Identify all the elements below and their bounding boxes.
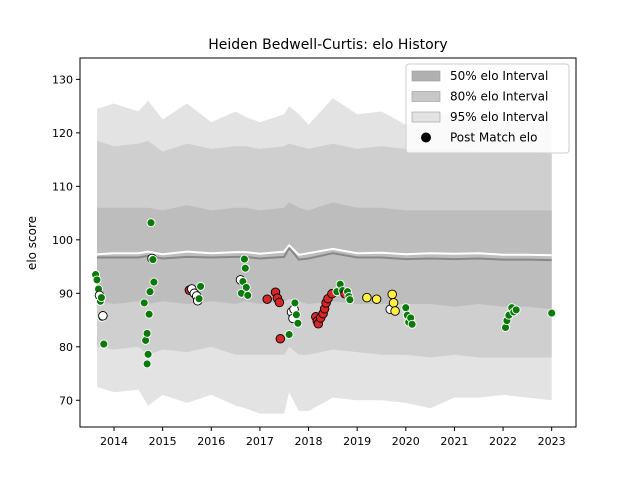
data-point <box>148 255 158 265</box>
y-tick-label: 130 <box>52 73 73 86</box>
legend-label: 50% elo Interval <box>450 69 548 83</box>
data-point <box>388 298 399 308</box>
x-tick-label: 2022 <box>489 435 517 448</box>
data-point <box>262 294 272 304</box>
y-tick-label: 100 <box>52 234 73 247</box>
data-point <box>371 294 382 304</box>
x-tick-label: 2020 <box>392 435 420 448</box>
data-point <box>142 359 152 369</box>
data-point <box>407 319 417 329</box>
mean-line <box>96 243 552 257</box>
x-tick-label: 2019 <box>343 435 371 448</box>
y-tick-label: 110 <box>52 180 73 193</box>
data-point <box>99 339 109 349</box>
data-point <box>196 281 206 291</box>
legend-label: 95% elo Interval <box>450 110 548 124</box>
data-point <box>293 318 303 328</box>
data-point <box>345 295 355 305</box>
post-match-points <box>91 218 557 369</box>
data-point <box>142 328 152 338</box>
median-line <box>97 246 552 262</box>
data-point <box>387 289 397 300</box>
data-point <box>275 334 286 344</box>
legend-swatch <box>411 111 441 123</box>
data-point <box>96 293 106 303</box>
data-point <box>291 310 301 320</box>
data-point <box>547 308 557 318</box>
data-point <box>143 349 153 359</box>
x-tick-label: 2023 <box>538 435 566 448</box>
data-point <box>401 303 411 313</box>
data-point <box>284 330 294 339</box>
data-point <box>274 297 285 308</box>
data-point <box>511 305 521 315</box>
legend-swatch <box>411 70 441 82</box>
data-point <box>241 282 251 292</box>
y-tick-label: 70 <box>59 394 73 407</box>
data-point <box>98 311 108 321</box>
center-lines <box>96 243 552 262</box>
x-tick-label: 2018 <box>295 435 323 448</box>
data-point <box>149 277 159 287</box>
data-point <box>145 287 155 297</box>
y-axis: 70 80 90 100 110 120 130 <box>52 73 80 407</box>
data-point <box>239 254 249 264</box>
legend-label: 80% elo Interval <box>450 90 548 104</box>
legend-label: Post Match elo <box>450 131 537 145</box>
data-point <box>92 275 102 285</box>
legend-swatch <box>411 91 441 102</box>
x-tick-label: 2021 <box>440 435 468 448</box>
data-point <box>146 218 156 228</box>
data-point <box>139 298 149 308</box>
data-point <box>194 294 204 304</box>
data-point <box>290 298 300 308</box>
x-tick-label: 2014 <box>100 435 128 448</box>
data-point <box>390 306 400 316</box>
y-tick-label: 80 <box>59 341 73 354</box>
axes-frame <box>79 57 577 428</box>
legend-marker <box>421 132 431 143</box>
data-point <box>243 290 253 300</box>
legend-box <box>405 63 570 154</box>
y-axis-label: elo score <box>25 216 39 270</box>
legend: 50% elo Interval 80% elo Interval 95% elo … <box>405 63 570 154</box>
data-point <box>144 309 154 319</box>
x-tick-label: 2015 <box>149 435 177 448</box>
x-axis: 2014 2015 2016 2017 2018 2019 2020 2021 2022 2023 <box>100 427 566 448</box>
x-tick-label: 2017 <box>246 435 274 448</box>
chart-title: Heiden Bedwell-Curtis: elo History <box>208 37 447 53</box>
data-point <box>362 292 372 303</box>
data-point <box>240 263 250 273</box>
x-tick-label: 2016 <box>197 435 225 448</box>
y-tick-label: 90 <box>59 287 73 300</box>
y-tick-label: 120 <box>52 127 73 140</box>
